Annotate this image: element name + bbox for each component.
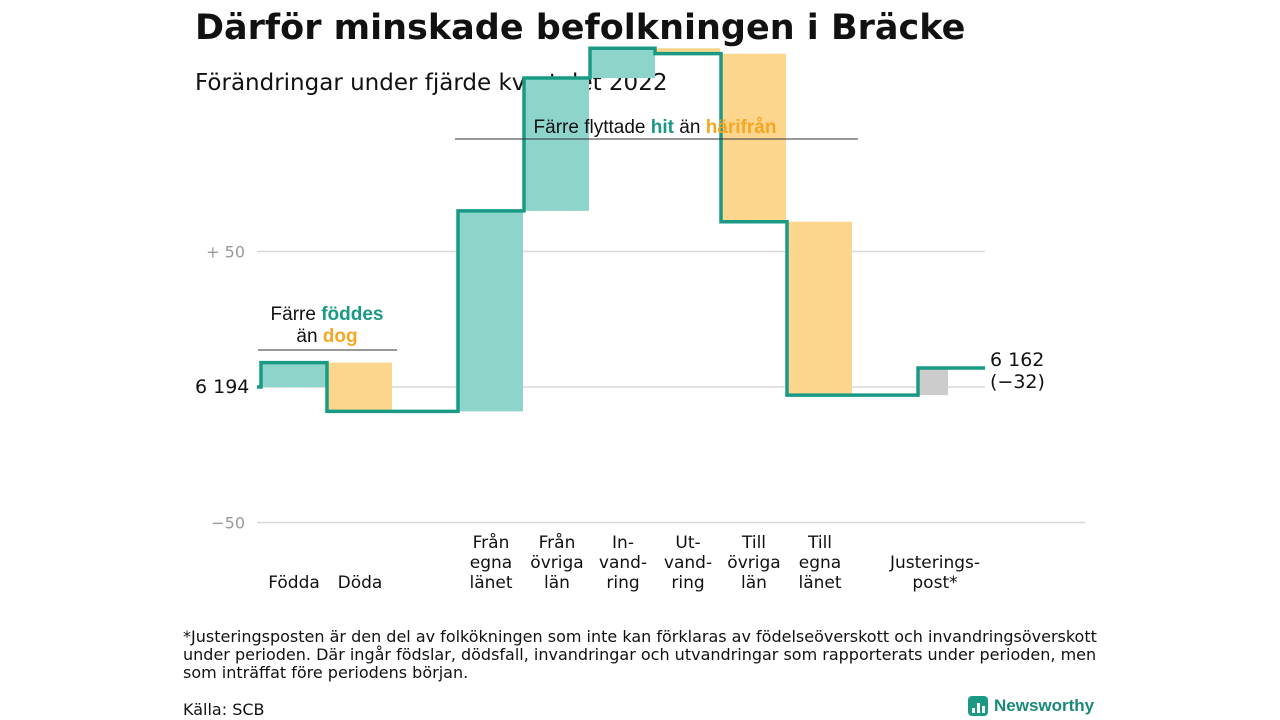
waterfall-bar bbox=[327, 362, 392, 412]
start-value-label: 6 194 bbox=[195, 376, 249, 398]
category-label: ring bbox=[606, 573, 639, 593]
migration-annotation-text: än bbox=[674, 117, 706, 138]
end-value-label: 6 162 bbox=[990, 349, 1044, 371]
logo-text: Newsworthy bbox=[994, 696, 1095, 715]
births-annotation-line1: Färre föddes bbox=[271, 304, 384, 325]
category-label: Ut- bbox=[675, 533, 700, 553]
category-label: länet bbox=[798, 573, 841, 593]
migration-annotation-text: Färre flyttade bbox=[534, 117, 651, 138]
migration-annotation-highlight: hit bbox=[651, 117, 675, 138]
waterfall-bar bbox=[918, 368, 948, 396]
cumulative-line bbox=[257, 46, 985, 414]
waterfall-bar bbox=[458, 210, 523, 412]
end-change-label: (−32) bbox=[990, 371, 1045, 393]
migration-annotation-highlight: härifrån bbox=[706, 117, 777, 138]
waterfall-bar bbox=[524, 78, 589, 211]
category-label: övriga bbox=[530, 553, 583, 573]
category-label: In- bbox=[612, 533, 634, 553]
waterfall-bar bbox=[655, 48, 720, 54]
category-label: Döda bbox=[338, 573, 383, 593]
category-label: län bbox=[741, 573, 767, 593]
births-annotation-line2: än dog bbox=[296, 326, 357, 347]
waterfall-bar bbox=[590, 48, 655, 79]
category-label: Från bbox=[539, 532, 576, 553]
category-label: ring bbox=[671, 573, 704, 593]
bars bbox=[261, 48, 948, 412]
births-annotation-text: Färre bbox=[271, 304, 322, 325]
category-label: Till bbox=[741, 533, 766, 553]
category-label: länet bbox=[469, 573, 512, 593]
category-label: Justerings- bbox=[889, 553, 980, 573]
y-tick-label: + 50 bbox=[206, 243, 245, 262]
chart-title: Därför minskade befolkningen i Bräcke bbox=[195, 8, 966, 48]
category-label: övriga bbox=[727, 553, 780, 573]
births-annotation-highlight: dog bbox=[323, 326, 358, 347]
category-label: egna bbox=[470, 553, 512, 573]
category-label: vand- bbox=[664, 553, 712, 573]
births-annotation-text: än bbox=[296, 326, 322, 347]
grid-lines: + 50 −50 bbox=[206, 243, 1085, 533]
bar-chart-icon bbox=[968, 696, 988, 716]
step-line bbox=[257, 46, 985, 414]
category-label: post* bbox=[912, 573, 957, 593]
births-annotation-highlight: föddes bbox=[321, 304, 383, 325]
newsworthy-logo: Newsworthy bbox=[968, 696, 1094, 716]
category-label: Födda bbox=[268, 573, 320, 593]
footnote: *Justeringsposten är den del av folkökni… bbox=[183, 627, 1097, 682]
category-label: Till bbox=[807, 533, 832, 553]
source-label: Källa: SCB bbox=[183, 700, 265, 719]
y-tick-label: −50 bbox=[211, 514, 245, 533]
waterfall-bar bbox=[721, 53, 786, 222]
category-label: egna bbox=[799, 553, 841, 573]
migration-annotation: Färre flyttade hit än härifrån bbox=[534, 117, 777, 138]
category-label: Från bbox=[473, 532, 510, 553]
waterfall-bar bbox=[261, 362, 326, 387]
waterfall-bar bbox=[787, 221, 852, 396]
category-label: vand- bbox=[599, 553, 647, 573]
category-label: län bbox=[544, 573, 570, 593]
